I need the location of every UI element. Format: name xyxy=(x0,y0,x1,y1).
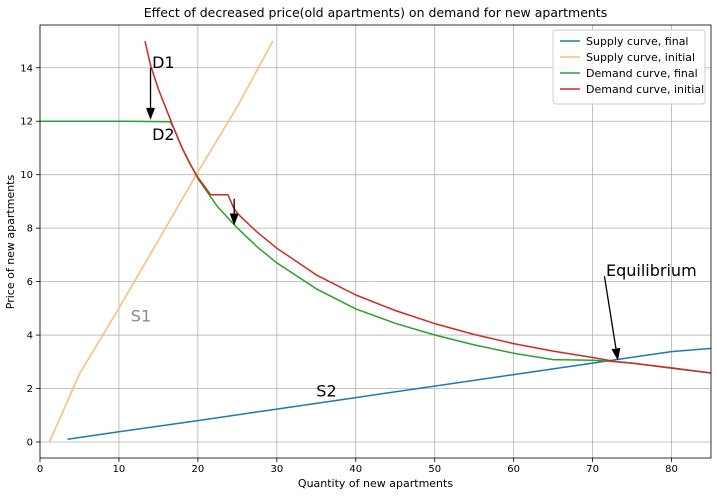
y-tick-label: 10 xyxy=(20,170,33,181)
series-line-supply-curve-final xyxy=(67,347,712,441)
legend-label: Demand curve, final xyxy=(586,67,698,80)
y-tick-label: 2 xyxy=(27,384,33,395)
annotation-label-d2: D2 xyxy=(152,125,175,144)
legend-label: Supply curve, initial xyxy=(586,51,695,64)
annotation-arrow-shaft xyxy=(603,276,617,349)
x-axis-ticks: 0 10 20 30 40 50 60 70 80 xyxy=(37,458,678,475)
x-tick-label: 0 xyxy=(37,464,43,475)
y-tick-label: 6 xyxy=(27,277,33,288)
series-line-demand-curve-initial xyxy=(144,40,712,374)
x-tick-label: 80 xyxy=(665,464,678,475)
y-tick-label: 0 xyxy=(27,437,33,448)
annotation-label-s1: S1 xyxy=(131,307,151,326)
y-axis-ticks: 0 2 4 6 8 10 12 14 xyxy=(20,63,40,448)
legend-box xyxy=(552,29,706,105)
x-tick-label: 30 xyxy=(270,464,283,475)
series-lines xyxy=(40,40,712,443)
y-tick-label: 14 xyxy=(20,63,33,74)
x-tick-label: 10 xyxy=(113,464,126,475)
legend-label: Supply curve, final xyxy=(586,35,689,48)
annotations: D1 D2 S1 S2 Equilibrium xyxy=(131,53,697,401)
grid xyxy=(39,25,711,458)
y-axis-label: Price of new apartments xyxy=(4,175,17,310)
annotation-arrow-head xyxy=(611,347,621,361)
legend: Supply curve, final Supply curve, initial… xyxy=(552,29,706,105)
annotation-arrow-head xyxy=(229,213,239,226)
annotation-label-equilibrium: Equilibrium xyxy=(606,261,697,280)
x-tick-label: 60 xyxy=(507,464,520,475)
annotation-arrow-head xyxy=(146,107,156,120)
x-tick-label: 40 xyxy=(349,464,362,475)
x-axis-label: Quantity of new apartments xyxy=(298,477,453,490)
x-tick-label: 50 xyxy=(428,464,441,475)
legend-label: Demand curve, initial xyxy=(586,83,704,96)
series-line-supply-curve-initial xyxy=(48,40,274,443)
annotation-label-s2: S2 xyxy=(316,382,336,401)
annotation-label-d1: D1 xyxy=(152,53,175,72)
plot-frame xyxy=(39,24,712,459)
y-tick-label: 8 xyxy=(27,224,33,235)
x-tick-label: 20 xyxy=(192,464,205,475)
x-tick-label: 70 xyxy=(586,464,599,475)
chart-title: Effect of decreased price(old apartments… xyxy=(144,5,607,20)
y-tick-label: 4 xyxy=(27,331,33,342)
y-tick-label: 12 xyxy=(20,117,33,128)
